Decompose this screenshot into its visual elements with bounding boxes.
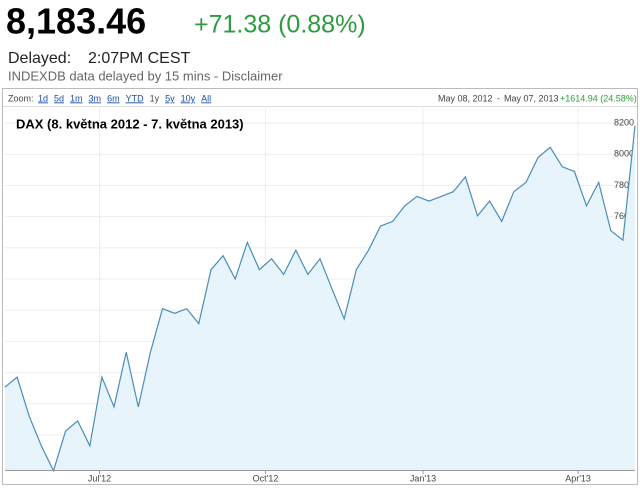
x-tick-label: Jan'13 (410, 473, 436, 483)
x-tick-label: Oct'12 (253, 473, 279, 483)
range-end: May 07, 2013 (504, 93, 559, 103)
zoom-option[interactable]: 1y (150, 93, 160, 103)
zoom-option[interactable]: 10y (181, 93, 196, 103)
price: 8,183.46 (6, 1, 146, 42)
y-tick-label: 7600 (614, 211, 634, 221)
plot: 6200640066006800700072007400760078008000… (3, 106, 637, 483)
zoom-option[interactable]: YTD (126, 93, 145, 103)
y-tick-label: 8200 (614, 118, 634, 128)
y-tick-label: 7800 (614, 180, 634, 190)
delayed-time: 2:07PM CEST (88, 50, 190, 67)
zoom-options: 1d 5d 1m 3m 6m YTD 1y 5y 10y All (38, 93, 211, 103)
delayed-label: Delayed: (8, 50, 71, 67)
zoom-option[interactable]: 1d (38, 93, 48, 103)
zoom-option[interactable]: 5y (165, 93, 175, 103)
x-tick-label: Jul'12 (88, 473, 111, 483)
zoom-label: Zoom: (8, 93, 34, 103)
range-sep: - (497, 93, 500, 103)
chart-title: DAX (8. května 2012 - 7. května 2013) (16, 116, 244, 131)
zoom-option[interactable]: All (201, 93, 211, 103)
range-change: +1614.94 (24.58%) (560, 93, 637, 103)
zoom-option[interactable]: 6m (107, 93, 120, 103)
price-change: +71.38 (0.88%) (194, 11, 366, 39)
source-note: INDEXDB data delayed by 15 mins - Discla… (8, 68, 283, 83)
y-tick-label: 8000 (614, 149, 634, 159)
range-start: May 08, 2012 (438, 93, 493, 103)
zoom-option[interactable]: 1m (70, 93, 83, 103)
zoom-option[interactable]: 3m (89, 93, 102, 103)
area (5, 125, 635, 471)
line (4, 125, 636, 473)
zoom-option[interactable]: 5d (54, 93, 64, 103)
chart-frame (2, 88, 638, 485)
x-tick-label: Apr'13 (565, 473, 591, 483)
